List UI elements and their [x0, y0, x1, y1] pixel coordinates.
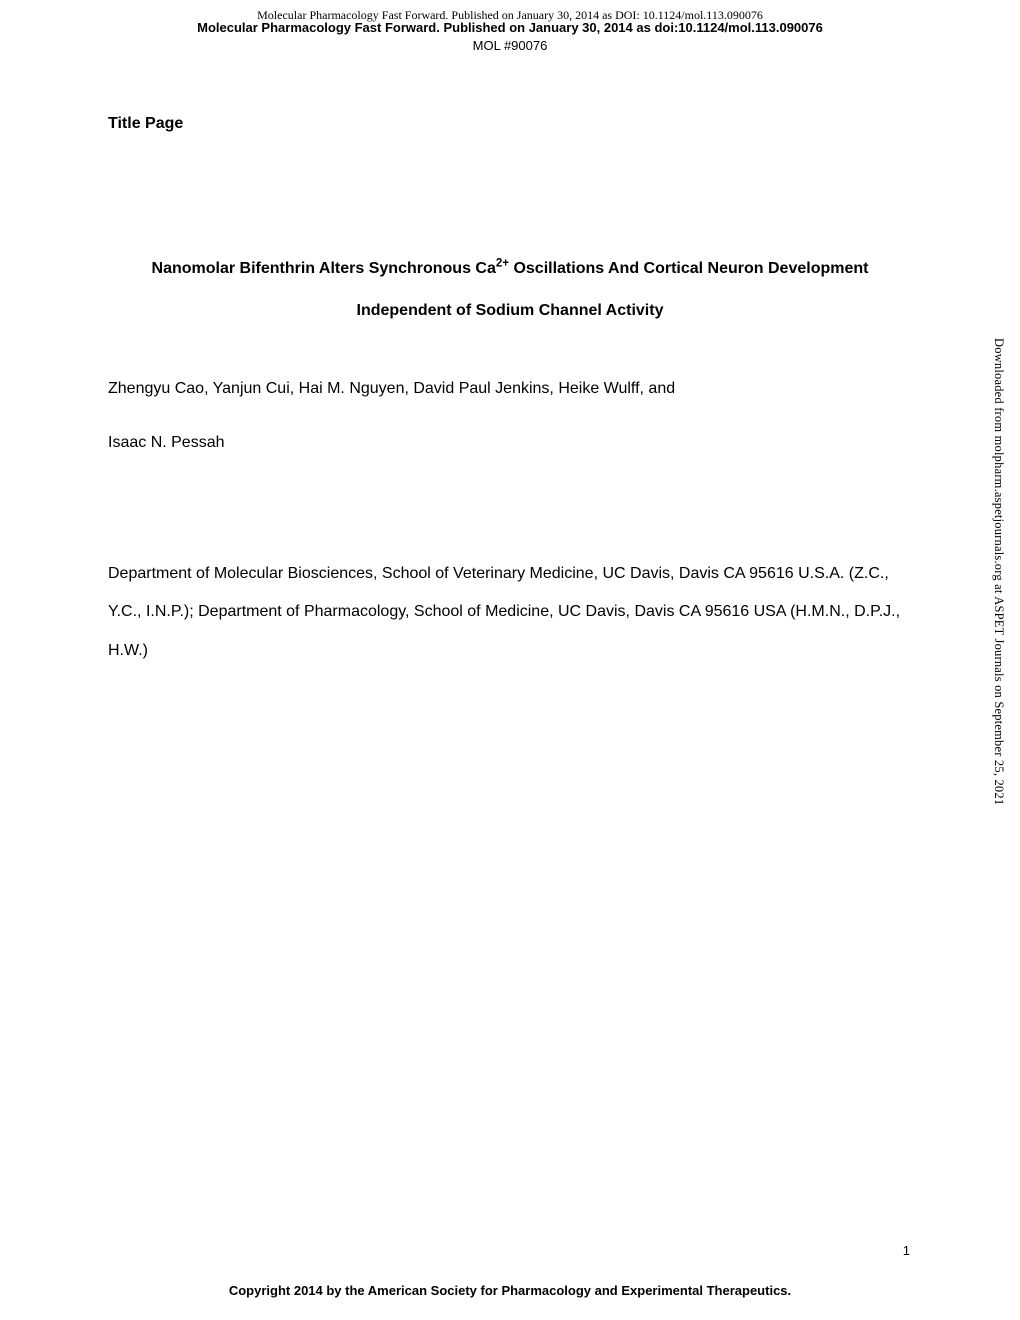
affiliations-block: Department of Molecular Biosciences, Sch…: [108, 555, 912, 670]
copyright-footer: Copyright 2014 by the American Society f…: [0, 1283, 1020, 1298]
title-page-label: Title Page: [108, 115, 183, 133]
authors-line-2: Isaac N. Pessah: [108, 422, 912, 464]
title-superscript: 2+: [496, 258, 509, 270]
download-attribution-side-text: Downloaded from molpharm.aspetjournals.o…: [991, 338, 1006, 805]
header-mol-number: MOL #90076: [0, 38, 1020, 53]
page-number: 1: [903, 1243, 910, 1258]
authors-block: Zhengyu Cao, Yanjun Cui, Hai M. Nguyen, …: [108, 368, 912, 463]
paper-title: Nanomolar Bifenthrin Alters Synchronous …: [108, 248, 912, 331]
title-part-1: Nanomolar Bifenthrin Alters Synchronous …: [152, 260, 496, 277]
header-doi-line-2: Molecular Pharmacology Fast Forward. Pub…: [0, 20, 1020, 35]
authors-line-1: Zhengyu Cao, Yanjun Cui, Hai M. Nguyen, …: [108, 368, 912, 410]
